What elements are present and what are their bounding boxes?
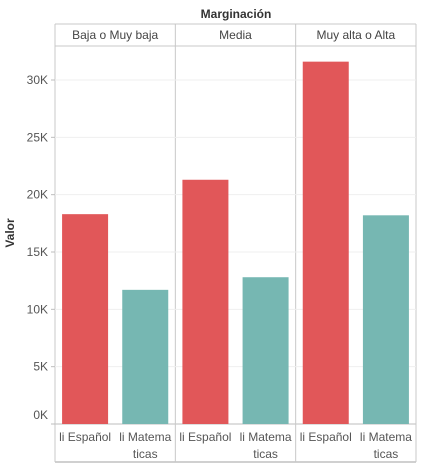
y-tick-label: 0K: [33, 408, 48, 422]
panel-header: Baja o Muy baja: [72, 28, 158, 42]
chart-frame: [54, 23, 417, 463]
y-tick-label: 15K: [27, 245, 48, 259]
bar: [182, 179, 229, 424]
y-axis-title: Valor: [3, 218, 17, 248]
x-tick-label: li Español: [179, 430, 231, 444]
bar: [362, 215, 409, 424]
chart-title: Marginación: [201, 7, 272, 21]
x-axis-labels: li Español li Matema ticas li Español li Mat…: [59, 430, 412, 461]
bar: [242, 277, 289, 424]
x-tick-label: li Matema ticas: [240, 430, 292, 461]
x-tick-label: li Matema ticas: [360, 430, 412, 461]
y-tick-label: 20K: [27, 188, 48, 202]
panel-headers: Baja o Muy baja Media Muy alta o Alta: [72, 28, 395, 42]
bar: [62, 214, 109, 424]
y-axis: 0K 5K 10K 15K 20K 25K 30K: [27, 73, 55, 425]
bars: [62, 61, 409, 425]
panel-header: Media: [219, 28, 252, 42]
y-tick-label: 5K: [33, 360, 48, 374]
bar: [122, 289, 169, 424]
x-tick-label: li Matema ticas: [119, 430, 171, 461]
x-tick-label: li Español: [300, 430, 352, 444]
x-tick-label: li Español: [59, 430, 111, 444]
bar: [302, 61, 349, 425]
y-tick-label: 30K: [27, 73, 48, 87]
y-tick-label: 25K: [27, 130, 48, 144]
gridlines: [55, 79, 416, 368]
y-tick-label: 10K: [27, 302, 48, 316]
panel-header: Muy alta o Alta: [316, 28, 395, 42]
